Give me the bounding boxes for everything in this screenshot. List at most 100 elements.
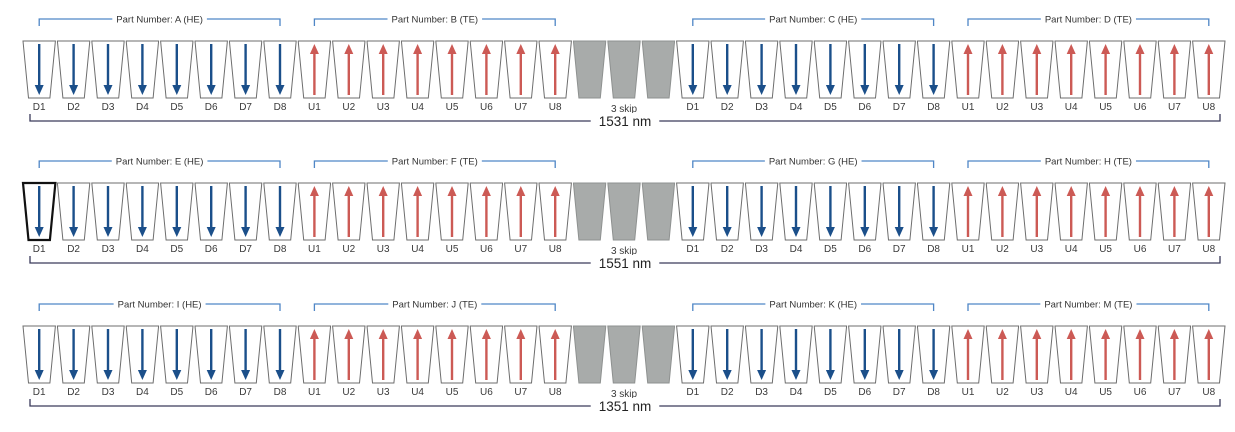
channel-slot: D5 bbox=[160, 182, 194, 255]
channel-slot: U6 bbox=[1123, 40, 1157, 113]
skip-slot bbox=[607, 182, 641, 241]
channel-label: D2 bbox=[721, 102, 734, 113]
skip-slot bbox=[572, 40, 607, 99]
channel-label: D3 bbox=[755, 387, 768, 398]
channel-label: U5 bbox=[1099, 244, 1112, 255]
channel-slot: D1 bbox=[676, 182, 710, 255]
arrow-head bbox=[34, 227, 44, 237]
channel-slot: U4 bbox=[1054, 182, 1088, 255]
arrow-head bbox=[825, 227, 835, 237]
arrow-head bbox=[309, 329, 319, 339]
channel-slot: D6 bbox=[194, 40, 228, 113]
part-bracket: Part Number: I (HE) bbox=[38, 298, 281, 312]
arrow-head bbox=[860, 85, 870, 95]
channel-slot: U8 bbox=[538, 182, 572, 255]
channel-slot: U1 bbox=[951, 40, 985, 113]
channel-label: U5 bbox=[446, 244, 459, 255]
skip-slot bbox=[641, 40, 676, 99]
skip-slot bbox=[641, 182, 676, 241]
channel-label: U3 bbox=[377, 102, 390, 113]
channel-slot: U1 bbox=[297, 40, 332, 113]
channel-slot: U4 bbox=[400, 40, 435, 113]
arrow-head bbox=[69, 370, 79, 380]
part-number-label: Part Number: C (HE) bbox=[769, 14, 857, 25]
channel-slot: D5 bbox=[813, 325, 848, 398]
arrow-head bbox=[309, 186, 319, 196]
channel-label: D7 bbox=[239, 244, 252, 255]
channel-slot: U6 bbox=[469, 182, 504, 255]
channel-label: D5 bbox=[170, 102, 183, 113]
arrow-head bbox=[963, 329, 973, 339]
channel-slot: D6 bbox=[848, 182, 882, 255]
arrow-head bbox=[275, 370, 285, 380]
arrow-head bbox=[309, 44, 319, 54]
part-bracket: Part Number: G (HE) bbox=[692, 155, 935, 169]
arrow-head bbox=[688, 85, 698, 95]
channel-label: D2 bbox=[721, 387, 734, 398]
channel-label: D3 bbox=[102, 102, 115, 113]
skip-label: 3 skip bbox=[611, 389, 638, 400]
part-number-label: Part Number: A (HE) bbox=[116, 14, 203, 25]
channel-slot: U6 bbox=[1123, 325, 1157, 398]
channel-slot: U5 bbox=[435, 325, 469, 398]
channel-slot: U8 bbox=[1192, 325, 1226, 398]
arrow-head bbox=[241, 227, 251, 237]
channel-label: D6 bbox=[858, 387, 871, 398]
channel-label: D4 bbox=[136, 244, 149, 255]
part-number-label: Part Number: B (TE) bbox=[392, 14, 479, 25]
arrow-head bbox=[241, 85, 251, 95]
arrow-head bbox=[481, 329, 491, 339]
channel-slot: U7 bbox=[1157, 325, 1192, 398]
arrow-head bbox=[137, 227, 147, 237]
channel-label: D3 bbox=[755, 244, 768, 255]
channel-slot: D7 bbox=[882, 40, 916, 113]
channel-label: D7 bbox=[239, 387, 252, 398]
arrow-head bbox=[413, 44, 423, 54]
arrow-head bbox=[206, 370, 216, 380]
channel-label: D6 bbox=[205, 102, 218, 113]
arrow-head bbox=[997, 186, 1007, 196]
wavelength-label: 1351 nm bbox=[599, 399, 652, 414]
channel-label: U2 bbox=[996, 102, 1009, 113]
channel-slot: D3 bbox=[91, 40, 125, 113]
channel-label: D3 bbox=[102, 387, 115, 398]
arrow-head bbox=[1169, 329, 1179, 339]
arrow-head bbox=[791, 85, 801, 95]
arrow-head bbox=[757, 227, 767, 237]
channel-label: U7 bbox=[514, 387, 527, 398]
arrow-head bbox=[825, 85, 835, 95]
channel-label: D2 bbox=[721, 244, 734, 255]
channel-slot: D2 bbox=[56, 325, 91, 398]
channel-slot: D4 bbox=[779, 40, 813, 113]
channel-label: U8 bbox=[549, 102, 562, 113]
channel-slot: D5 bbox=[813, 182, 848, 255]
channel-slot: D6 bbox=[848, 40, 882, 113]
channel-label: U6 bbox=[1134, 102, 1147, 113]
arrow-head bbox=[757, 85, 767, 95]
arrow-head bbox=[860, 227, 870, 237]
channel-label: D5 bbox=[824, 102, 837, 113]
channel-slot: U8 bbox=[538, 40, 572, 113]
channel-slot: D8 bbox=[263, 182, 297, 255]
skip-slot bbox=[607, 40, 641, 99]
channel-label: U1 bbox=[962, 244, 975, 255]
arrow-head bbox=[1135, 44, 1145, 54]
part-bracket: Part Number: E (HE) bbox=[38, 155, 281, 169]
channel-slot: U1 bbox=[297, 182, 332, 255]
channel-label: U3 bbox=[1030, 102, 1043, 113]
channel-slot: U4 bbox=[1054, 40, 1088, 113]
arrow-head bbox=[894, 370, 904, 380]
row-2: Part Number: E (HE) Part Number: F (TE) Pa… bbox=[21, 155, 1226, 272]
channel-label: U6 bbox=[1134, 387, 1147, 398]
channel-slot: U2 bbox=[985, 40, 1020, 113]
channel-slot: D2 bbox=[710, 40, 744, 113]
arrow-head bbox=[206, 85, 216, 95]
wavelength-label: 1551 nm bbox=[599, 256, 652, 271]
channel-label: D3 bbox=[102, 244, 115, 255]
skip-label: 3 skip bbox=[611, 104, 638, 115]
channel-slot: D3 bbox=[744, 182, 779, 255]
channel-label: D7 bbox=[893, 387, 906, 398]
arrow-head bbox=[688, 227, 698, 237]
arrow-head bbox=[1169, 44, 1179, 54]
part-bracket: Part Number: H (TE) bbox=[967, 155, 1210, 169]
